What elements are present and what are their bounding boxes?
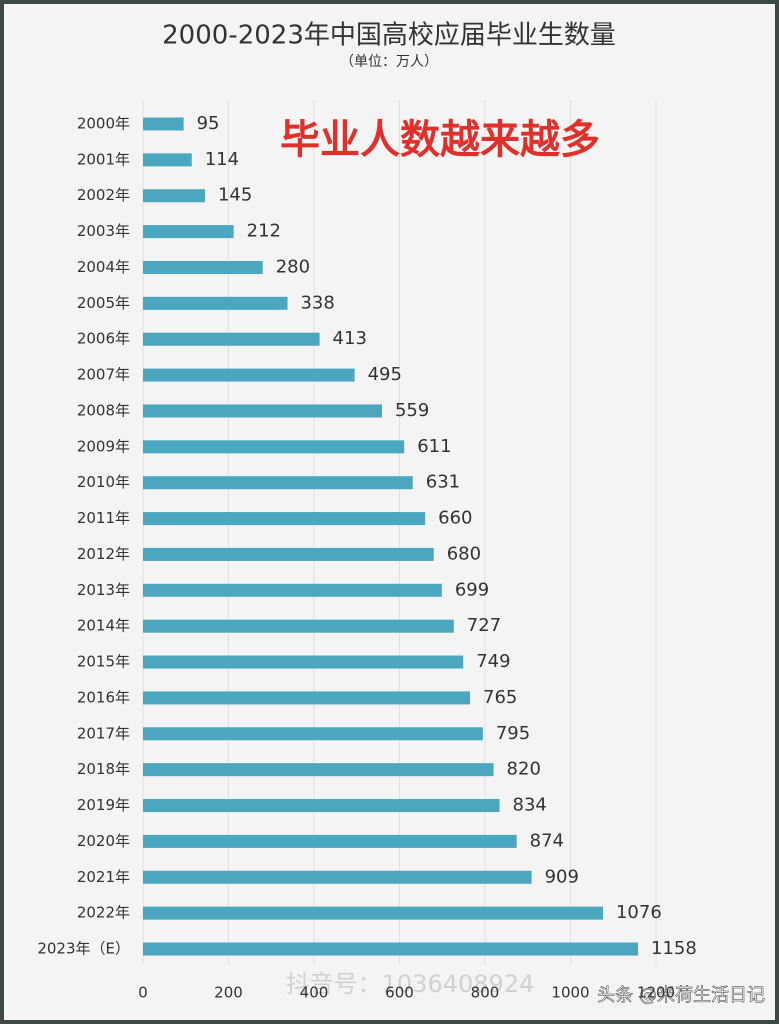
value-label: 874 xyxy=(530,830,564,851)
bar xyxy=(143,117,184,131)
y-tick-label: 2010年 xyxy=(77,473,130,491)
x-tick-label: 1000 xyxy=(551,984,589,1002)
x-tick-label: 1200 xyxy=(637,984,675,1002)
x-tick-label: 0 xyxy=(138,984,148,1002)
bar xyxy=(143,619,454,633)
value-label: 834 xyxy=(513,795,547,816)
y-tick-label: 2011年 xyxy=(77,509,130,527)
value-label: 145 xyxy=(218,185,252,206)
y-tick-label: 2005年 xyxy=(77,294,130,312)
value-label: 660 xyxy=(438,508,472,529)
value-label: 338 xyxy=(300,292,334,313)
x-tick-label: 400 xyxy=(300,984,329,1002)
value-label: 795 xyxy=(496,723,530,744)
value-label: 212 xyxy=(247,221,281,242)
value-label: 909 xyxy=(545,866,579,887)
value-label: 611 xyxy=(417,436,451,457)
chart-subtitle: （单位：万人） xyxy=(340,54,438,70)
y-tick-label: 2001年 xyxy=(77,150,130,168)
y-tick-label: 2009年 xyxy=(77,437,130,455)
bar xyxy=(143,512,426,526)
value-label: 680 xyxy=(447,543,481,564)
bar xyxy=(143,727,483,741)
y-tick-label: 2008年 xyxy=(77,401,130,419)
value-label: 114 xyxy=(205,149,239,170)
watermark: 抖音号：1036408924 xyxy=(286,970,535,998)
y-tick-label: 2004年 xyxy=(77,258,130,276)
value-label: 559 xyxy=(395,400,429,421)
bar xyxy=(143,153,192,167)
value-label: 1158 xyxy=(651,938,697,959)
bar xyxy=(143,260,263,274)
bar xyxy=(143,799,500,813)
bar xyxy=(143,691,471,705)
bar xyxy=(143,404,382,418)
bar xyxy=(143,870,532,884)
value-label: 631 xyxy=(426,472,460,493)
bar xyxy=(143,225,234,239)
watermark: 头条 @米荷生活日记 xyxy=(597,985,765,1006)
y-tick-label: 2023年（E） xyxy=(37,940,130,958)
bar xyxy=(143,583,442,597)
bar xyxy=(143,440,405,454)
y-tick-label: 2007年 xyxy=(77,366,130,384)
y-tick-label: 2015年 xyxy=(77,653,130,671)
y-tick-label: 2000年 xyxy=(77,115,130,133)
bar xyxy=(143,834,517,848)
y-tick-label: 2020年 xyxy=(77,832,130,850)
y-tick-label: 2003年 xyxy=(77,222,130,240)
y-tick-label: 2019年 xyxy=(77,796,130,814)
y-tick-label: 2014年 xyxy=(77,617,130,635)
y-tick-label: 2002年 xyxy=(77,186,130,204)
value-label: 749 xyxy=(476,651,510,672)
y-tick-label: 2012年 xyxy=(77,545,130,563)
y-tick-label: 2022年 xyxy=(77,904,130,922)
y-tick-label: 2021年 xyxy=(77,868,130,886)
value-label: 413 xyxy=(333,328,367,349)
background xyxy=(4,4,775,1020)
bar xyxy=(143,476,413,490)
value-label: 95 xyxy=(197,113,220,134)
bar xyxy=(143,763,494,777)
bar xyxy=(143,368,355,382)
bar xyxy=(143,332,320,346)
value-label: 1076 xyxy=(616,902,662,923)
y-tick-label: 2018年 xyxy=(77,760,130,778)
bar xyxy=(143,655,464,669)
value-label: 280 xyxy=(276,256,310,277)
y-tick-label: 2017年 xyxy=(77,724,130,742)
bar xyxy=(143,906,603,920)
chart-title: 2000-2023年中国高校应届毕业生数量 xyxy=(162,21,616,51)
value-label: 699 xyxy=(455,579,489,600)
bar xyxy=(143,296,288,310)
y-tick-label: 2016年 xyxy=(77,688,130,706)
bar xyxy=(143,189,205,203)
y-tick-label: 2006年 xyxy=(77,330,130,348)
value-label: 765 xyxy=(483,687,517,708)
value-label: 820 xyxy=(507,759,541,780)
x-tick-label: 800 xyxy=(471,984,500,1002)
x-tick-label: 600 xyxy=(385,984,414,1002)
annotation: 毕业人数越来越多 xyxy=(280,117,600,163)
y-tick-label: 2013年 xyxy=(77,581,130,599)
value-label: 495 xyxy=(368,364,402,385)
bar xyxy=(143,547,434,561)
value-label: 727 xyxy=(467,615,501,636)
x-tick-label: 200 xyxy=(214,984,243,1002)
bar xyxy=(143,942,639,956)
